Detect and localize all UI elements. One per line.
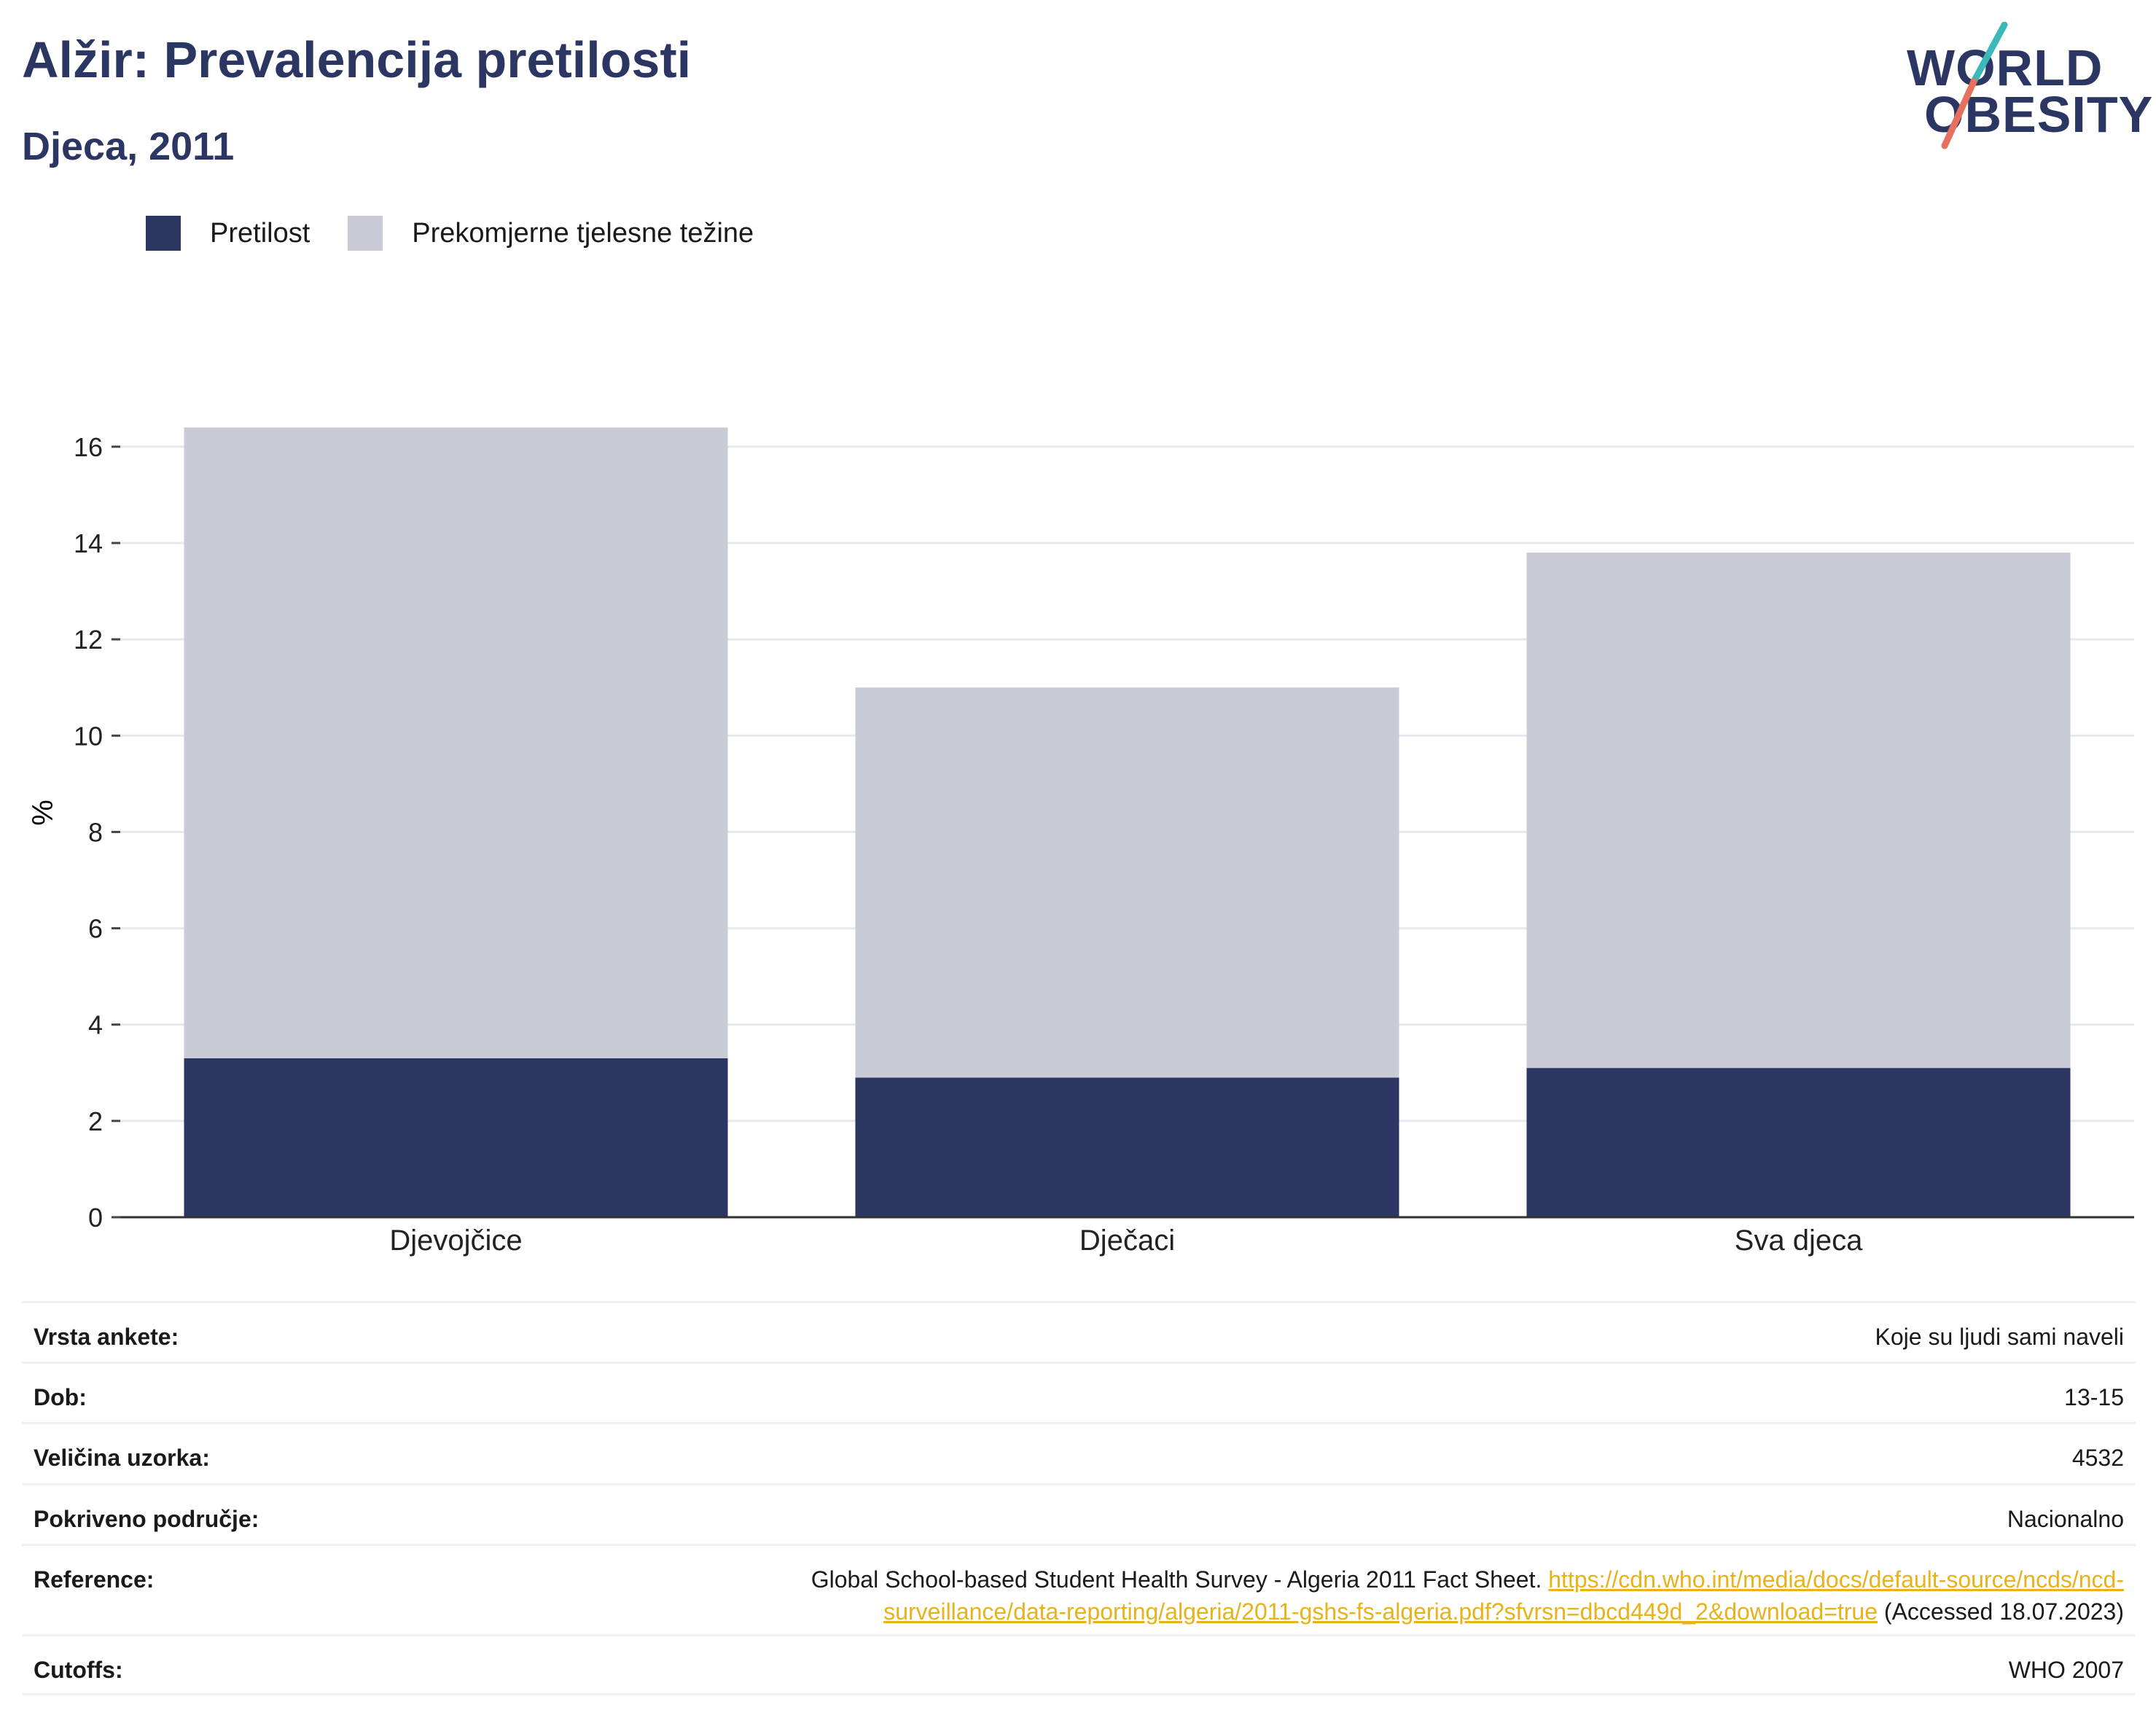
- reference-text: Global School-based Student Health Surve…: [811, 1566, 1542, 1593]
- reference-link-line2[interactable]: surveillance/data-reporting/algeria/2011…: [883, 1598, 1878, 1625]
- bar-chart: 0 2 4 6 8 10 12 14 16% Djevojčice Dječaci Sva djeca: [27, 427, 2134, 1257]
- y-tick-label: 6: [88, 914, 103, 944]
- legend-swatch-overweight: [348, 216, 383, 251]
- legend-swatch-obesity: [146, 216, 181, 251]
- info-row-reference: Reference: Global School-based Student H…: [22, 1544, 2136, 1634]
- y-tick-label: 0: [88, 1203, 103, 1233]
- y-tick-label: 16: [74, 432, 103, 462]
- info-key: Reference:: [34, 1566, 155, 1593]
- y-tick-label: 12: [74, 625, 103, 655]
- reference-value: Global School-based Student Health Surve…: [811, 1563, 2124, 1634]
- y-tick-label: 10: [74, 721, 103, 751]
- info-key: Cutoffs:: [34, 1657, 123, 1683]
- info-value: 13-15: [2064, 1384, 2124, 1410]
- reference-link-line1[interactable]: https://cdn.who.int/media/docs/default-s…: [1548, 1566, 2124, 1593]
- legend-label-overweight: Prekomjerne tjelesne težine: [412, 217, 754, 249]
- bar-obesity: [184, 1058, 728, 1217]
- info-row-sample-size: Veličina uzorka: 4532: [22, 1422, 2136, 1483]
- info-value: Koje su ljudi sami naveli: [1875, 1324, 2125, 1350]
- y-axis-label: %: [27, 800, 59, 826]
- x-tick-label: Djevojčice: [389, 1225, 522, 1257]
- bar-overweight: [184, 427, 728, 1058]
- info-row-survey-type: Vrsta ankete: Koje su ljudi sami naveli: [22, 1301, 2136, 1362]
- info-value: 4532: [2071, 1445, 2124, 1471]
- info-row-age: Dob: 13-15: [22, 1362, 2136, 1422]
- info-key: Vrsta ankete:: [34, 1324, 179, 1350]
- info-key: Pokriveno područje:: [34, 1506, 259, 1532]
- bar-obesity: [1526, 1068, 2071, 1217]
- info-key: Dob:: [34, 1384, 87, 1410]
- info-key: Veličina uzorka:: [34, 1445, 210, 1471]
- page-title: Alžir: Prevalencija pretilosti: [22, 31, 692, 88]
- logo-slash-icon: [1941, 22, 2008, 149]
- info-value: WHO 2007: [2008, 1657, 2124, 1683]
- y-tick-label: 2: [88, 1106, 103, 1136]
- info-table: Vrsta ankete: Koje su ljudi sami naveli …: [22, 1301, 2136, 1695]
- info-value: Nacionalno: [2007, 1506, 2124, 1532]
- bar-obesity: [855, 1077, 1399, 1217]
- y-tick-label: 4: [88, 1010, 103, 1040]
- x-tick-label: Dječaci: [1079, 1225, 1175, 1257]
- info-row-coverage: Pokriveno područje: Nacionalno: [22, 1483, 2136, 1544]
- logo-line1: WORLD: [1907, 39, 2104, 96]
- info-row-cutoffs: Cutoffs: WHO 2007: [22, 1634, 2136, 1695]
- bar-overweight: [855, 687, 1399, 1078]
- chart-legend: Pretilost Prekomjerne tjelesne težine: [146, 216, 792, 251]
- legend-label-obesity: Pretilost: [210, 217, 310, 249]
- y-tick-label: 14: [74, 528, 103, 558]
- reference-accessed: (Accessed 18.07.2023): [1883, 1598, 2124, 1625]
- page-subtitle: Djeca, 2011: [22, 125, 235, 168]
- x-tick-label: Sva djeca: [1735, 1225, 1863, 1257]
- world-obesity-logo: WORLD OBESITY: [1895, 22, 2152, 153]
- bar-overweight: [1526, 552, 2071, 1069]
- y-tick-label: 8: [88, 817, 103, 847]
